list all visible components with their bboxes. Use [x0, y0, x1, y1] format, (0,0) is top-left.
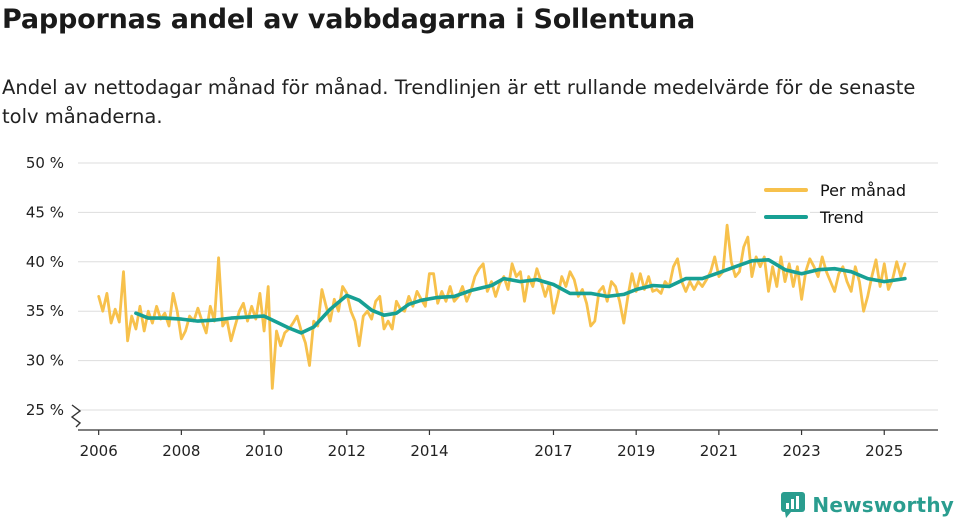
series-line-per-manad: [97, 223, 907, 390]
x-tick-label: 2025: [865, 442, 903, 460]
y-tick-label: 25 %: [26, 401, 64, 419]
y-tick-label: 30 %: [26, 352, 64, 370]
x-tick-label: 2012: [328, 442, 366, 460]
legend: Per månad Trend: [756, 181, 906, 227]
x-tick-label: 2008: [162, 442, 200, 460]
y-tick-label: 50 %: [26, 154, 64, 172]
x-tick-label: 2017: [534, 442, 572, 460]
x-tick-label: 2014: [410, 442, 448, 460]
chart-subtitle: Andel av nettodagar månad för månad. Tre…: [2, 76, 916, 128]
newsworthy-logo-icon: [781, 492, 806, 518]
y-tick-label: 40 %: [26, 253, 64, 271]
series-group: [97, 223, 907, 390]
newsworthy-brand: Newsworthy: [780, 490, 954, 520]
series-line-trend: [134, 258, 907, 335]
y-axis: 50 % 45 % 40 % 35 % 30 % 25 %: [26, 154, 82, 428]
x-tick-label: 2019: [617, 442, 655, 460]
x-tick-label: 2006: [80, 442, 118, 460]
x-axis: 2006 2008 2010 2012 2014 2017 2019 2021 2023 2025: [78, 429, 938, 460]
x-tick-label: 2021: [700, 442, 738, 460]
y-tick-label: 35 %: [26, 302, 64, 320]
x-tick-label: 2010: [245, 442, 283, 460]
gridlines: [78, 162, 938, 411]
line-chart: 50 % 45 % 40 % 35 % 30 % 25 % 2006 2008 2010 201…: [26, 154, 938, 460]
legend-label: Trend: [819, 208, 864, 227]
y-tick-label: 45 %: [26, 203, 64, 221]
legend-label: Per månad: [820, 181, 906, 200]
brand-name: Newsworthy: [812, 493, 954, 517]
axis-break-icon: [70, 404, 82, 428]
chart-title: Pappornas andel av vabbdagarna i Sollent…: [2, 4, 696, 35]
x-tick-label: 2023: [782, 442, 820, 460]
